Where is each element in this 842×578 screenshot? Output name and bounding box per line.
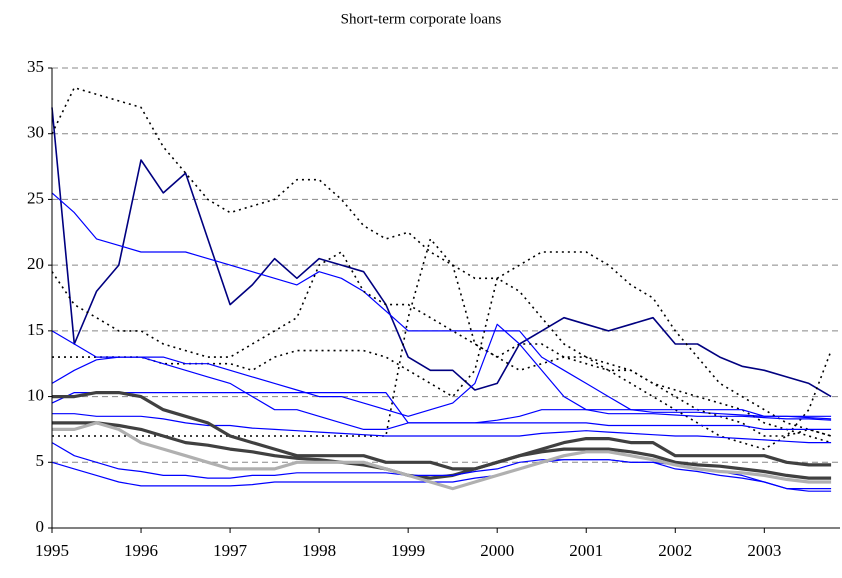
x-tick-label: 2000 — [480, 541, 514, 560]
series-line — [51, 86, 832, 437]
x-tick-label: 2001 — [569, 541, 603, 560]
series-line — [51, 192, 832, 420]
series-line — [51, 392, 832, 430]
series-line — [51, 107, 832, 398]
chart-title: Short-term corporate loans — [341, 11, 502, 27]
series-line — [51, 459, 832, 492]
series-line — [52, 391, 832, 471]
y-tick-label: 35 — [27, 57, 44, 76]
x-tick-label: 1996 — [124, 541, 158, 560]
y-tick-label: 25 — [27, 188, 44, 207]
y-tick-label: 20 — [27, 254, 44, 273]
x-tick-label: 1998 — [302, 541, 336, 560]
series-line — [52, 421, 832, 480]
x-tick-label: 1995 — [35, 541, 69, 560]
y-tick-label: 0 — [36, 517, 45, 536]
x-tick-label: 1999 — [391, 541, 425, 560]
y-tick-label: 15 — [27, 320, 44, 339]
y-tick-label: 30 — [27, 123, 44, 142]
x-tick-label: 1997 — [213, 541, 248, 560]
series-line — [52, 413, 832, 444]
series-line — [52, 421, 832, 491]
x-tick-label: 2003 — [747, 541, 781, 560]
series-line — [52, 238, 832, 444]
y-tick-label: 10 — [27, 385, 44, 404]
y-tick-label: 5 — [36, 451, 45, 470]
series-line — [51, 323, 832, 421]
x-tick-label: 2002 — [658, 541, 692, 560]
